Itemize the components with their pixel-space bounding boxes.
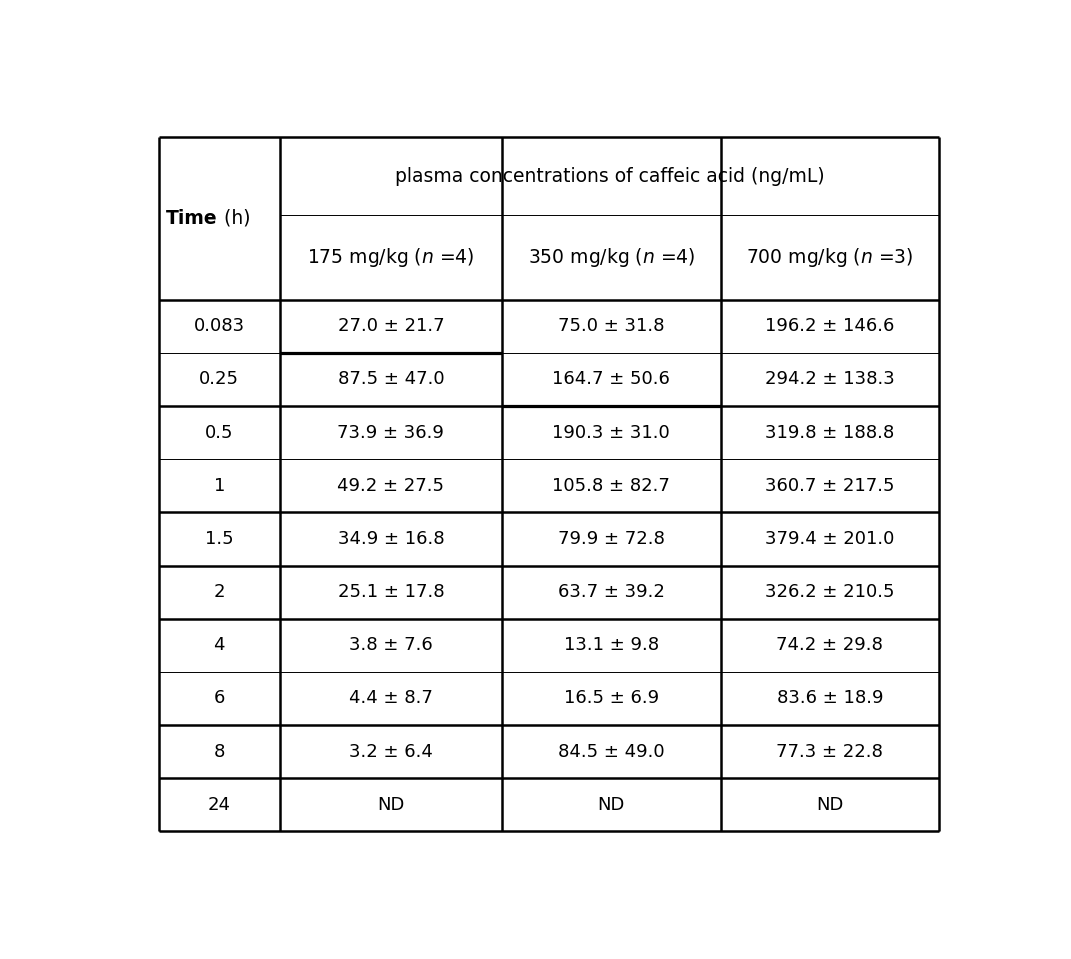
Text: 175 mg/kg ($n$ =4): 175 mg/kg ($n$ =4) [307,246,474,269]
Text: 2: 2 [213,583,225,601]
Text: 1: 1 [213,477,225,495]
Text: plasma concentrations of caffeic acid (ng/mL): plasma concentrations of caffeic acid (n… [394,167,825,185]
Text: 13.1 ± 9.8: 13.1 ± 9.8 [563,636,659,654]
Text: 4.4 ± 8.7: 4.4 ± 8.7 [349,690,433,708]
Text: 8: 8 [213,742,225,760]
Text: 1.5: 1.5 [205,530,233,548]
Text: 0.25: 0.25 [199,370,239,388]
Text: 74.2 ± 29.8: 74.2 ± 29.8 [776,636,884,654]
Text: 0.5: 0.5 [205,424,233,441]
Text: 379.4 ± 201.0: 379.4 ± 201.0 [765,530,894,548]
Text: 87.5 ± 47.0: 87.5 ± 47.0 [337,370,444,388]
Text: 24: 24 [208,796,230,814]
Text: 16.5 ± 6.9: 16.5 ± 6.9 [563,690,659,708]
Text: (h): (h) [217,209,251,228]
Text: 294.2 ± 138.3: 294.2 ± 138.3 [765,370,894,388]
Text: 700 mg/kg ($n$ =3): 700 mg/kg ($n$ =3) [746,246,914,269]
Text: 25.1 ± 17.8: 25.1 ± 17.8 [337,583,444,601]
Text: ND: ND [598,796,625,814]
Text: 83.6 ± 18.9: 83.6 ± 18.9 [776,690,883,708]
Text: 350 mg/kg ($n$ =4): 350 mg/kg ($n$ =4) [528,246,695,269]
Text: 3.2 ± 6.4: 3.2 ± 6.4 [349,742,433,760]
Text: 73.9 ± 36.9: 73.9 ± 36.9 [337,424,444,441]
Text: 105.8 ± 82.7: 105.8 ± 82.7 [553,477,670,495]
Text: 326.2 ± 210.5: 326.2 ± 210.5 [765,583,894,601]
Text: 3.8 ± 7.6: 3.8 ± 7.6 [349,636,433,654]
Text: 6: 6 [213,690,225,708]
Text: 75.0 ± 31.8: 75.0 ± 31.8 [558,317,664,336]
Text: 77.3 ± 22.8: 77.3 ± 22.8 [776,742,884,760]
Text: 34.9 ± 16.8: 34.9 ± 16.8 [337,530,444,548]
Text: ND: ND [816,796,844,814]
Text: 319.8 ± 188.8: 319.8 ± 188.8 [765,424,894,441]
Text: 164.7 ± 50.6: 164.7 ± 50.6 [553,370,670,388]
Text: 0.083: 0.083 [194,317,245,336]
Text: Time: Time [166,209,217,228]
Text: 27.0 ± 21.7: 27.0 ± 21.7 [337,317,444,336]
Text: 196.2 ± 146.6: 196.2 ± 146.6 [765,317,894,336]
Text: 63.7 ± 39.2: 63.7 ± 39.2 [558,583,665,601]
Text: 79.9 ± 72.8: 79.9 ± 72.8 [558,530,665,548]
Text: 49.2 ± 27.5: 49.2 ± 27.5 [337,477,444,495]
Text: 84.5 ± 49.0: 84.5 ± 49.0 [558,742,665,760]
Text: ND: ND [377,796,405,814]
Text: 4: 4 [213,636,225,654]
Text: 190.3 ± 31.0: 190.3 ± 31.0 [553,424,670,441]
Text: 360.7 ± 217.5: 360.7 ± 217.5 [765,477,894,495]
